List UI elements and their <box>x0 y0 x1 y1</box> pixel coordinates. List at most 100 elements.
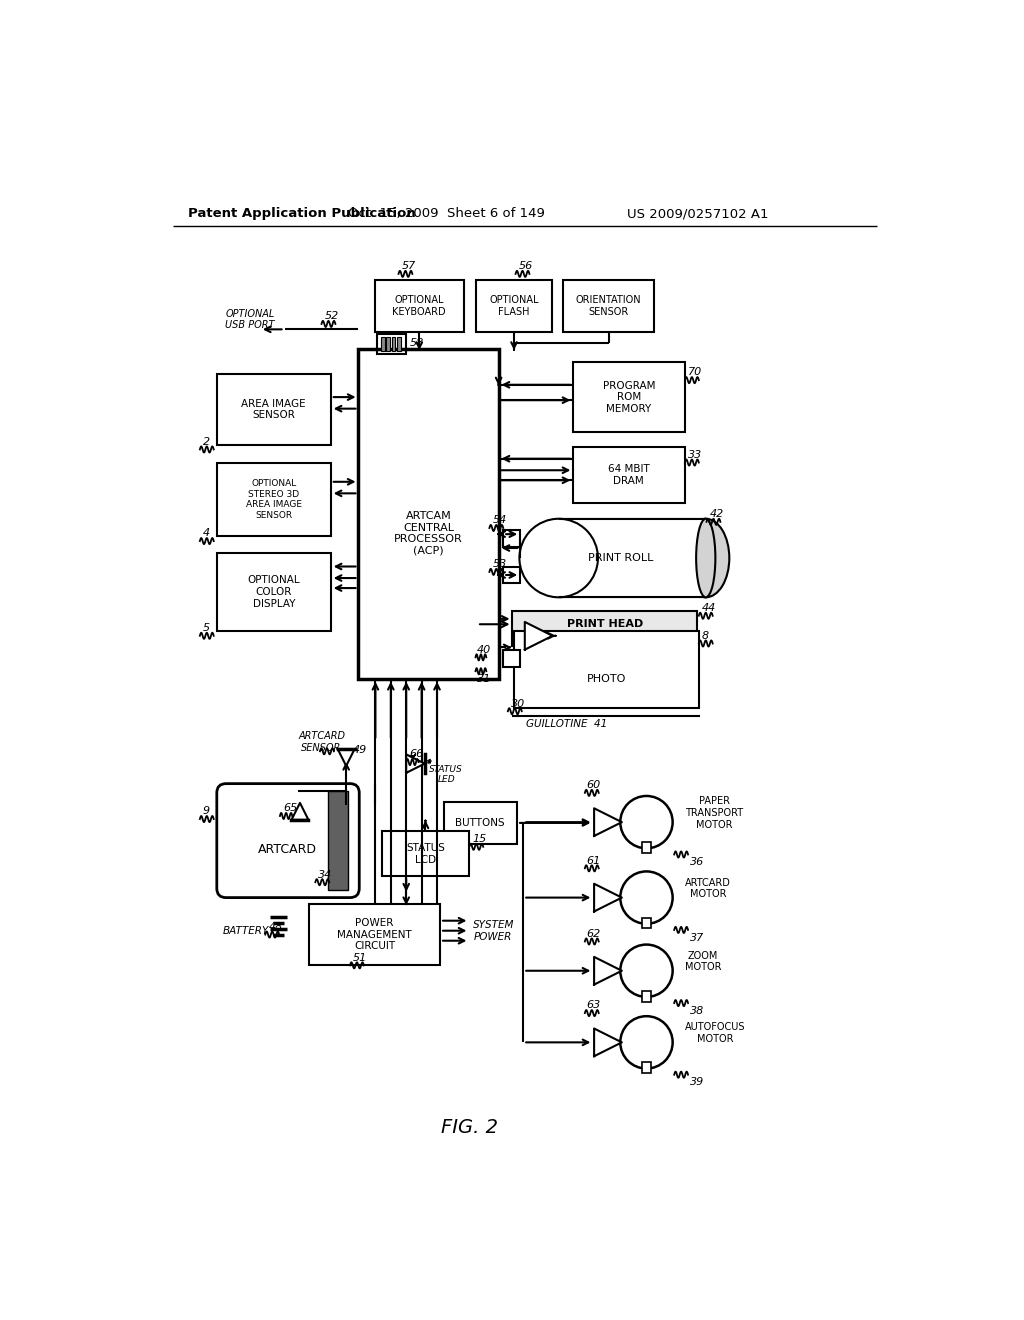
Bar <box>217 553 331 631</box>
Text: FIG. 2: FIG. 2 <box>441 1118 498 1137</box>
Text: POWER
MANAGEMENT
CIRCUIT: POWER MANAGEMENT CIRCUIT <box>337 917 412 952</box>
Text: OPTIONAL
COLOR
DISPLAY: OPTIONAL COLOR DISPLAY <box>248 576 300 609</box>
Text: PROGRAM
ROM
MEMORY: PROGRAM ROM MEMORY <box>602 380 655 413</box>
Bar <box>512 638 697 645</box>
Bar <box>642 917 651 928</box>
Bar <box>217 462 331 536</box>
Text: 4: 4 <box>203 528 210 539</box>
Ellipse shape <box>682 519 729 597</box>
Text: OPTIONAL
STEREO 3D
AREA IMAGE
SENSOR: OPTIONAL STEREO 3D AREA IMAGE SENSOR <box>246 479 302 520</box>
Text: 58: 58 <box>410 338 424 348</box>
Text: STATUS
LCD: STATUS LCD <box>407 843 444 865</box>
Bar <box>309 904 440 965</box>
Bar <box>382 832 469 876</box>
Bar <box>397 337 400 351</box>
Text: 34: 34 <box>318 870 333 879</box>
Text: 38: 38 <box>689 1006 703 1016</box>
Text: ARTCARD
SENSOR: ARTCARD SENSOR <box>298 731 345 752</box>
Text: PAPER
TRANSPORT
MOTOR: PAPER TRANSPORT MOTOR <box>685 796 743 829</box>
Text: STATUS
LED: STATUS LED <box>429 764 463 784</box>
Text: AUTOFOCUS
MOTOR: AUTOFOCUS MOTOR <box>685 1022 745 1044</box>
Circle shape <box>621 796 673 849</box>
Bar <box>376 280 464 333</box>
Text: GUILLOTINE  41: GUILLOTINE 41 <box>526 718 607 729</box>
Text: 33: 33 <box>688 450 702 459</box>
Text: 70: 70 <box>688 367 702 378</box>
Bar <box>381 337 385 351</box>
Polygon shape <box>594 884 622 911</box>
Text: Patent Application Publication: Patent Application Publication <box>188 207 416 220</box>
Text: SYSTEM
POWER: SYSTEM POWER <box>472 920 514 941</box>
Text: 65: 65 <box>283 804 297 813</box>
Text: 42: 42 <box>710 510 724 519</box>
Text: 60: 60 <box>587 780 601 791</box>
Text: OPTIONAL
USB PORT: OPTIONAL USB PORT <box>225 309 274 330</box>
Polygon shape <box>594 1028 622 1056</box>
Ellipse shape <box>696 519 716 597</box>
Text: 8: 8 <box>701 631 709 640</box>
Bar <box>217 374 331 445</box>
Text: PRINT ROLL: PRINT ROLL <box>588 553 653 564</box>
Text: 61: 61 <box>587 855 601 866</box>
Text: BUTTONS: BUTTONS <box>456 818 505 828</box>
Text: ARTCARD
MOTOR: ARTCARD MOTOR <box>685 878 731 899</box>
Text: ARTCARD: ARTCARD <box>258 843 317 857</box>
Text: ARTCAM
CENTRAL
PROCESSOR
(ACP): ARTCAM CENTRAL PROCESSOR (ACP) <box>394 511 463 556</box>
Text: 53: 53 <box>493 560 507 569</box>
Bar <box>444 803 517 845</box>
Text: 49: 49 <box>352 744 367 755</box>
Bar <box>642 991 651 1002</box>
Polygon shape <box>524 622 553 649</box>
Bar <box>563 280 654 333</box>
Text: Oct. 15, 2009  Sheet 6 of 149: Oct. 15, 2009 Sheet 6 of 149 <box>348 207 545 220</box>
Text: 44: 44 <box>701 603 716 612</box>
Text: 5: 5 <box>203 623 210 634</box>
Polygon shape <box>338 748 354 766</box>
Text: 39: 39 <box>689 1077 703 1088</box>
Text: PHOTO: PHOTO <box>587 675 626 684</box>
Text: 48: 48 <box>268 921 283 932</box>
Bar <box>386 337 390 351</box>
Bar <box>329 792 348 890</box>
Text: 66: 66 <box>410 750 424 759</box>
Bar <box>559 519 706 598</box>
Text: AREA IMAGE
SENSOR: AREA IMAGE SENSOR <box>242 399 306 420</box>
Polygon shape <box>407 755 425 774</box>
Text: 62: 62 <box>587 929 601 939</box>
Circle shape <box>621 1016 673 1069</box>
Text: 57: 57 <box>401 261 416 271</box>
Bar <box>642 842 651 853</box>
Text: 30: 30 <box>511 698 525 709</box>
Bar <box>503 649 520 667</box>
Text: BATTERY: BATTERY <box>223 925 269 936</box>
Text: 51: 51 <box>353 953 368 962</box>
Text: 52: 52 <box>325 312 339 321</box>
Text: 54: 54 <box>493 515 507 525</box>
Bar <box>358 350 499 678</box>
Text: 31: 31 <box>477 675 492 684</box>
Bar <box>514 631 698 708</box>
Bar <box>559 519 701 598</box>
Text: 63: 63 <box>587 1001 601 1010</box>
Circle shape <box>621 871 673 924</box>
Polygon shape <box>594 808 622 836</box>
Text: 64 MBIT
DRAM: 64 MBIT DRAM <box>608 465 649 486</box>
Bar <box>377 334 407 354</box>
Text: OPTIONAL
KEYBOARD: OPTIONAL KEYBOARD <box>392 296 446 317</box>
Bar <box>503 566 520 583</box>
Text: 2: 2 <box>203 437 210 446</box>
Bar <box>573 363 685 432</box>
Text: 36: 36 <box>689 857 703 867</box>
Bar <box>391 337 395 351</box>
Circle shape <box>621 945 673 997</box>
Text: ORIENTATION
SENSOR: ORIENTATION SENSOR <box>575 296 642 317</box>
Text: 15: 15 <box>472 834 486 843</box>
Bar <box>642 1063 651 1073</box>
Text: 56: 56 <box>518 261 532 271</box>
Ellipse shape <box>519 519 598 597</box>
Bar <box>476 280 552 333</box>
Text: 40: 40 <box>477 644 492 655</box>
Text: OPTIONAL
FLASH: OPTIONAL FLASH <box>489 296 539 317</box>
Polygon shape <box>292 803 308 820</box>
Bar <box>503 531 520 548</box>
